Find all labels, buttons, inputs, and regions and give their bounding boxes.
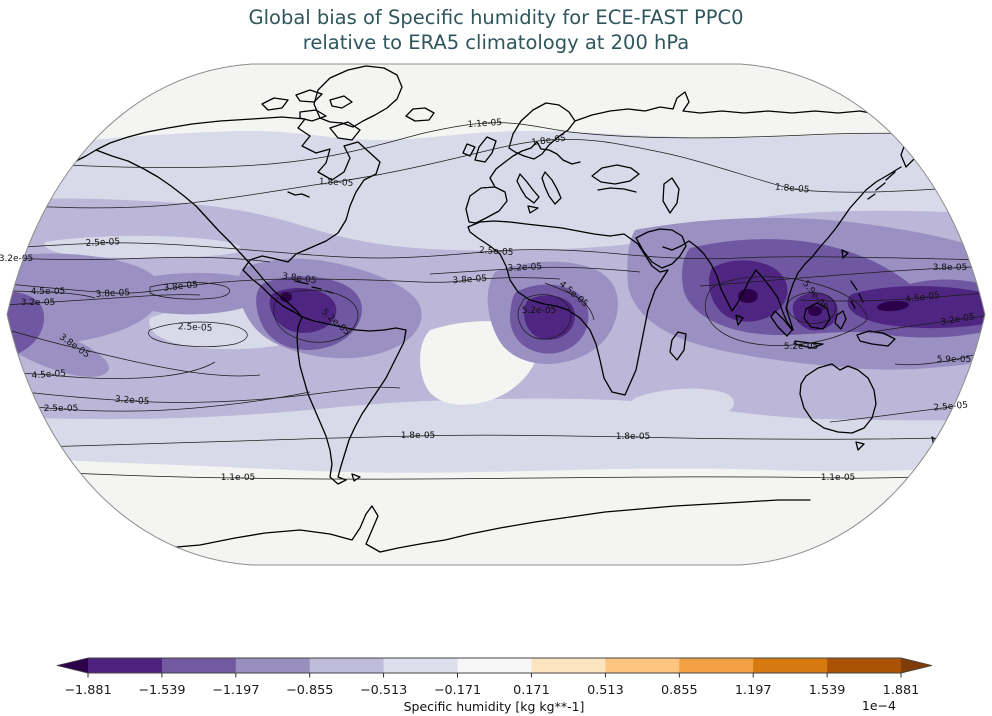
colorbar-segment	[235, 658, 310, 673]
coast-east-asia	[785, 166, 902, 331]
coast-australia	[799, 363, 877, 451]
coast-north-america	[95, 116, 381, 318]
coast-anatolia	[597, 187, 637, 193]
coast-madagascar	[669, 331, 687, 361]
colorbar-segment	[161, 658, 237, 673]
coast-south-asia	[662, 240, 794, 331]
coast-maritime-continent	[770, 302, 896, 349]
colorbar-tick-label: −0.171	[434, 683, 481, 698]
coast-taiwan-philippines	[841, 249, 864, 309]
contour-label: 3.2e-05	[21, 298, 56, 308]
contour-label: 4.5e-05	[905, 291, 941, 306]
colorbar-segment	[753, 658, 828, 673]
contour-label: 1.8e-05	[531, 134, 567, 149]
colorbar-tick-label: −1.881	[64, 683, 111, 698]
chart-title-line2: relative to ERA5 climatology at 200 hPa	[303, 31, 690, 54]
colorbar-segment	[309, 658, 384, 673]
colorbar-segment	[383, 658, 458, 673]
colorbar-multiplier: 1e−4	[862, 698, 896, 713]
colorbar-segment	[88, 658, 163, 673]
world-map: 1.1e-05 1.8e-05 1.8e-05 1.8e-05 2.5e-05 …	[0, 63, 986, 566]
colorbar-axis-label: Specific humidity [kg kg**-1]	[404, 699, 585, 714]
coast-scandinavia	[508, 102, 576, 160]
coast-balkans	[541, 171, 562, 205]
contour-label: 3.8e-05	[281, 272, 317, 287]
contour-label: 3.2e-05	[0, 254, 33, 264]
map-filled-contours	[7, 64, 985, 565]
colorbar-segment	[605, 658, 680, 673]
colorbar-segment	[457, 658, 532, 673]
colorbar-tick-label: 1.197	[735, 683, 772, 698]
fill-pocket-north-pacific	[44, 235, 241, 259]
contour-label: 1.1e-05	[221, 473, 256, 483]
contour-label: 3.8e-05	[95, 288, 130, 300]
colorbar-tick-label: 0.171	[513, 683, 550, 698]
colorbar-tick-label: 1.539	[809, 683, 846, 698]
coast-sri-lanka	[735, 314, 744, 326]
contour-label: 5.9e-05	[937, 355, 972, 365]
contour-label: 1.8e-05	[319, 177, 354, 189]
fill-band3-mid-pacific	[121, 272, 267, 315]
colorbar-tick-marks	[87, 673, 902, 678]
contour-label: 1.1e-05	[467, 118, 502, 130]
contour-label: 5.2e-05	[522, 306, 557, 316]
colorbar-tick-label: −1.197	[212, 683, 259, 698]
coast-japan	[867, 171, 896, 200]
coast-greenland	[313, 65, 403, 128]
contour-label: 1.8e-05	[775, 183, 810, 196]
coast-caspian-sea	[662, 177, 680, 214]
colorbar-right-arrow	[901, 658, 932, 673]
coast-west-europe	[489, 141, 581, 188]
colorbar-tick-label: 1.881	[883, 683, 920, 698]
fill-band5-westpacific-band	[847, 286, 985, 329]
colorbar-segment	[679, 658, 754, 673]
contour-label: 3.8e-05	[933, 263, 968, 273]
colorbar-tick-label: −0.855	[286, 683, 333, 698]
colorbar-left-arrow	[57, 658, 88, 673]
contour-label: 4.5e-05	[31, 287, 66, 297]
coast-africa	[467, 220, 669, 396]
coast-antarctica	[94, 499, 811, 559]
colorbar-tick-label: 0.855	[661, 683, 698, 698]
contour-label: 3.8e-05	[163, 280, 198, 294]
contour-label: 2.5e-05	[479, 246, 514, 258]
contour-label: 1.1e-05	[821, 473, 856, 483]
contour-label: 1.8e-05	[401, 431, 436, 441]
coast-arabia	[635, 228, 687, 269]
colorbar-tick-labels: −1.881 −1.539 −1.197 −0.855 −0.513 −0.17…	[64, 683, 919, 698]
contour-label: 3.2e-05	[115, 395, 150, 407]
contour-label: 4.5e-05	[31, 369, 66, 381]
contour-label: 3.8e-05	[452, 274, 487, 286]
fill-pocket-south-indian	[629, 388, 734, 424]
contour-label: 2.5e-05	[44, 404, 79, 414]
coast-iberia	[465, 186, 508, 224]
fill-band5-africa-core	[524, 295, 575, 340]
colorbar-tick-label: −0.513	[360, 683, 407, 698]
colorbar-segment	[827, 658, 902, 673]
contour-label: 1.8e-05	[616, 432, 651, 442]
map-outline	[6, 63, 986, 566]
colorbar-tick-label: 0.513	[587, 683, 624, 698]
colorbar-tick-label: −1.539	[138, 683, 185, 698]
chart-title-line1: Global bias of Specific humidity for ECE…	[248, 6, 743, 29]
contour-label: 2.5e-05	[178, 322, 213, 334]
contour-lines	[7, 122, 985, 480]
coast-italy	[516, 173, 540, 214]
contour-label: 5.2e-05	[784, 342, 819, 352]
contour-label: 2.5e-05	[933, 401, 968, 414]
coast-black-sea	[591, 164, 640, 185]
contour-labels: 1.1e-05 1.8e-05 1.8e-05 1.8e-05 2.5e-05 …	[0, 118, 976, 483]
colorbar: −1.881 −1.539 −1.197 −0.855 −0.513 −0.17…	[56, 657, 933, 714]
colorbar-segment	[531, 658, 606, 673]
coast-iceland	[405, 107, 435, 122]
coast-great-lakes	[287, 191, 310, 198]
contour-label: 3.2e-05	[507, 262, 542, 274]
coast-canadian-archipelago	[261, 89, 361, 141]
contour-label: 2.5e-05	[85, 237, 120, 249]
